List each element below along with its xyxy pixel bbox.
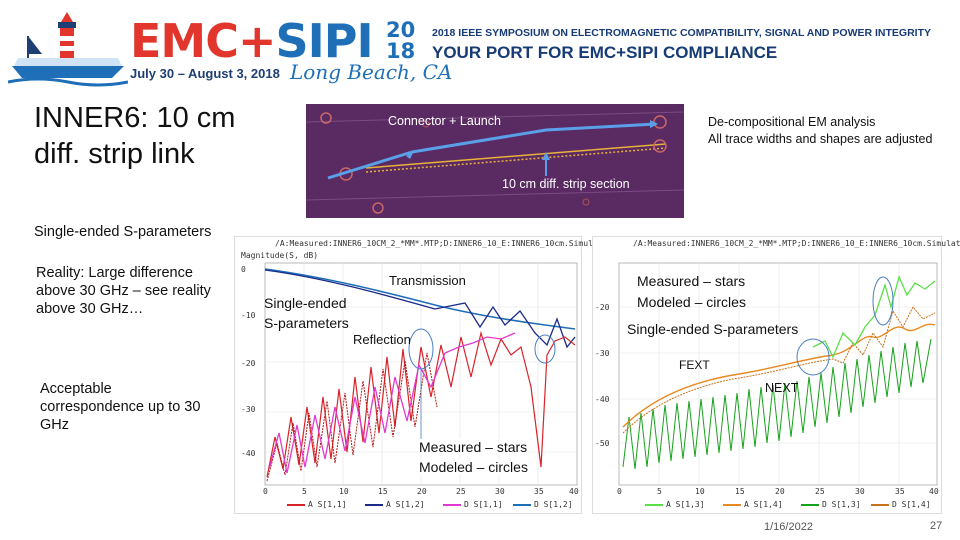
right-legend-2: D S[1,3] [822, 500, 861, 509]
brand-year-top: 20 [386, 18, 416, 42]
right-xtick-8: 40 [929, 487, 939, 496]
brand-sipi: SIPI [275, 14, 374, 68]
left-ytick-1: -10 [241, 311, 256, 320]
left-xtick-3: 15 [378, 487, 388, 496]
right-xtick-3: 15 [735, 487, 745, 496]
left-xtick-7: 35 [534, 487, 544, 496]
right-legend-1: A S[1,4] [744, 500, 783, 509]
page-number: 27 [930, 520, 943, 532]
brand-plus: + [237, 14, 277, 68]
right-ann-modeled: Modeled – circles [637, 294, 746, 310]
left-xtick-2: 10 [339, 487, 349, 496]
left-xtick-8: 40 [569, 487, 579, 496]
right-xtick-4: 20 [775, 487, 785, 496]
ann-modeled: Modeled – circles [419, 459, 528, 475]
right-xtick-7: 35 [895, 487, 905, 496]
left-xtick-5: 25 [456, 487, 466, 496]
left-legend-2: D S[1,1] [464, 500, 503, 509]
right-legend-0: A S[1,3] [666, 500, 705, 509]
ann-transmission: Transmission [389, 273, 466, 288]
ann-measured: Measured – stars [419, 439, 528, 455]
left-ytick-2: -20 [241, 359, 256, 368]
right-ytick-0: -20 [595, 303, 610, 312]
right-xtick-6: 30 [855, 487, 865, 496]
left-legend-0: A S[1,1] [308, 500, 347, 509]
right-xtick-2: 10 [695, 487, 705, 496]
right-plot-svg [618, 262, 938, 506]
analysis-note: De-compositional EM analysis All trace w… [708, 114, 938, 148]
left-plot-svg [264, 262, 578, 506]
right-xtick-0: 0 [617, 487, 622, 496]
left-plot-caption: /A:Measured:INNER6_10CM_2_*MM*.MTP;D:INN… [275, 239, 637, 248]
reflection-transmission-plot: /A:Measured:INNER6_10CM_2_*MM*.MTP;D:INN… [234, 236, 636, 514]
brand-emc: EMC [130, 14, 239, 68]
brand-year: 20 18 [386, 20, 415, 62]
right-ytick-3: -50 [595, 439, 610, 448]
conference-location: Long Beach, CA [290, 60, 453, 84]
right-ann-fext: FEXT [679, 358, 710, 372]
lighthouse-logo-icon [8, 12, 128, 87]
left-ytick-0: 0 [241, 265, 246, 274]
right-legend-3: D S[1,4] [892, 500, 931, 509]
pcb-traces-icon [306, 111, 684, 214]
section-label: Single-ended S-parameters [34, 224, 212, 240]
analysis-line1: De-compositional EM analysis [708, 115, 876, 129]
acceptable-note: Acceptable correspondence up to 30 GHz [40, 381, 201, 433]
ann-reflection: Reflection [353, 332, 411, 347]
strip-section-label: 10 cm diff. strip section [502, 177, 630, 191]
brand-year-bottom: 18 [386, 39, 416, 63]
left-ytick-4: -40 [241, 449, 256, 458]
ann-single-ended-2: S-parameters [264, 315, 349, 331]
tagline: YOUR PORT FOR EMC+SIPI COMPLIANCE [428, 42, 956, 64]
left-ytick-3: -30 [241, 405, 256, 414]
symposium-title: 2018 IEEE SYMPOSIUM ON ELECTROMAGNETIC C… [428, 24, 956, 42]
conference-banner: EMC+SIPI 20 18 July 30 – August 3, 2018 … [0, 0, 960, 92]
left-legend-3: D S[1,2] [534, 500, 573, 509]
left-xtick-6: 30 [495, 487, 505, 496]
left-xtick-0: 0 [263, 487, 268, 496]
slide-title-line1: INNER6: 10 cm [34, 102, 236, 134]
right-ann-measured: Measured – stars [637, 273, 746, 289]
left-legend-1: A S[1,2] [386, 500, 425, 509]
left-plot-ytitle: Magnitude(S, dB) [241, 251, 319, 260]
pcb-board-image: Connector + Launch 10 cm diff. strip sec… [306, 104, 684, 218]
right-ann-single-ended: Single-ended S-parameters [627, 321, 799, 337]
right-xtick-5: 25 [815, 487, 825, 496]
analysis-line2: All trace widths and shapes are adjusted [708, 132, 933, 146]
conference-dates: July 30 – August 3, 2018 [130, 66, 280, 81]
right-plot-caption: /A:Measured:INNER6_10CM_2_*MM*.MTP;D:INN… [633, 239, 960, 248]
connector-launch-label: Connector + Launch [388, 114, 501, 128]
left-xtick-4: 20 [417, 487, 427, 496]
slide-title: INNER6: 10 cm diff. strip link [34, 100, 284, 172]
left-xtick-1: 5 [302, 487, 307, 496]
right-ytick-2: -40 [595, 395, 610, 404]
ann-single-ended-1: Single-ended [264, 295, 347, 311]
slide-title-line2: diff. strip link [34, 138, 195, 170]
crosstalk-plot: /A:Measured:INNER6_10CM_2_*MM*.MTP;D:INN… [592, 236, 960, 514]
brand-wordmark: EMC+SIPI [130, 14, 374, 68]
footer-date: 1/16/2022 [764, 521, 813, 533]
right-xtick-1: 5 [657, 487, 662, 496]
right-ytick-1: -30 [595, 349, 610, 358]
reality-note: Reality: Large difference above 30 GHz –… [36, 265, 211, 317]
right-ann-next: NEXT [765, 381, 799, 395]
